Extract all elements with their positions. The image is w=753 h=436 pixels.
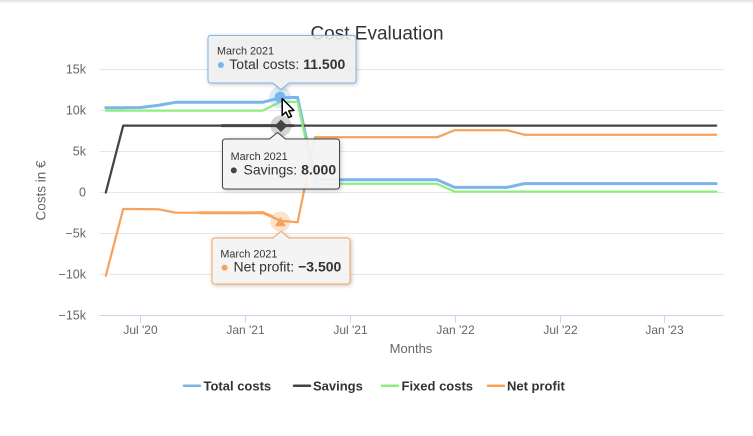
svg-text:Jul '21: Jul '21 (333, 323, 368, 337)
svg-text:Months: Months (390, 341, 433, 356)
svg-text:−15k: −15k (59, 309, 87, 323)
svg-text:0: 0 (79, 186, 86, 200)
svg-text:−5k: −5k (65, 227, 86, 241)
svg-text:Savings: 8.000: Savings: 8.000 (244, 161, 337, 177)
svg-text:Total costs: 11.500: Total costs: 11.500 (229, 56, 345, 72)
svg-text:Net profit: Net profit (507, 379, 565, 394)
svg-text:Jul '22: Jul '22 (543, 323, 578, 337)
svg-text:Jan '22: Jan '22 (436, 323, 475, 337)
svg-text:Jan '21: Jan '21 (226, 323, 265, 337)
svg-text:Jan '23: Jan '23 (645, 323, 684, 337)
svg-text:March 2021: March 2021 (220, 249, 277, 261)
svg-text:−10k: −10k (59, 268, 87, 282)
svg-text:Savings: Savings (313, 379, 363, 394)
svg-text:10k: 10k (66, 104, 87, 118)
svg-text:March 2021: March 2021 (217, 45, 274, 57)
svg-text:15k: 15k (66, 63, 87, 77)
svg-text:Net profit: −3.500: Net profit: −3.500 (234, 259, 342, 275)
svg-text:5k: 5k (73, 145, 87, 159)
svg-text:Costs in €: Costs in € (34, 160, 49, 221)
svg-text:March 2021: March 2021 (231, 151, 288, 163)
svg-text:Jul '20: Jul '20 (123, 323, 158, 337)
svg-text:Total costs: Total costs (204, 379, 272, 394)
svg-text:Fixed costs: Fixed costs (402, 379, 474, 394)
